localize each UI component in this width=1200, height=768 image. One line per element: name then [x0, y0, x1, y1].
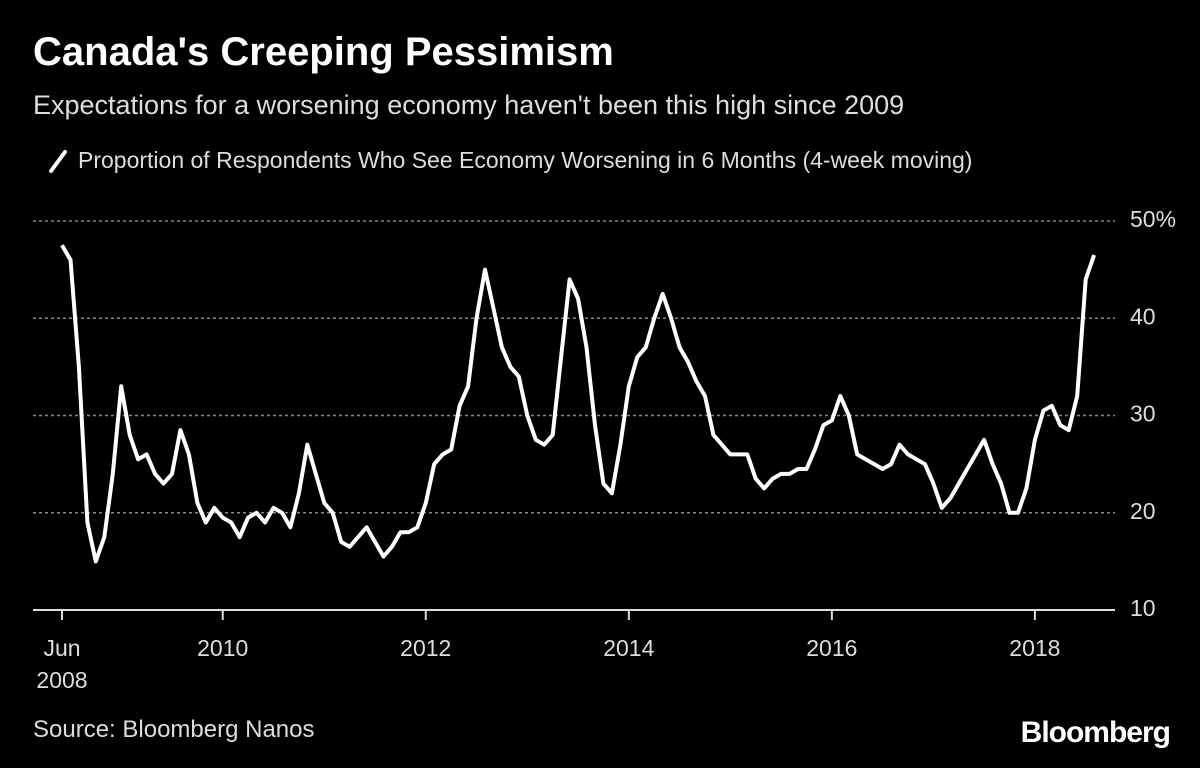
brand-logo: Bloomberg	[1020, 716, 1171, 749]
y-tick-label: 40	[1130, 303, 1156, 329]
legend-swatch	[49, 149, 67, 173]
y-tick-label: 10	[1130, 595, 1156, 621]
plot: 10 20 30 40 50%	[33, 206, 1176, 621]
x-tick-label: 2018	[1009, 635, 1061, 661]
source: Source: Bloomberg Nanos	[33, 716, 315, 743]
chart-subtitle: Expectations for a worsening economy hav…	[33, 90, 905, 120]
x-tick-label: 2016	[806, 635, 858, 661]
x-tick-label: 2014	[603, 635, 655, 661]
legend-label: Proportion of Respondents Who See Econom…	[78, 147, 973, 173]
y-tick-label: 50%	[1130, 206, 1176, 232]
x-tick-label: 2010	[197, 635, 249, 661]
y-tick-label: 30	[1130, 401, 1156, 427]
chart-title: Canada's Creeping Pessimism	[33, 30, 614, 74]
data-line	[60, 244, 1096, 564]
y-tick-label: 20	[1130, 498, 1156, 524]
x-tick-label: Jun 2008	[36, 635, 88, 693]
x-tick-label: 2012	[400, 635, 452, 661]
legend: Proportion of Respondents Who See Econom…	[48, 147, 972, 174]
